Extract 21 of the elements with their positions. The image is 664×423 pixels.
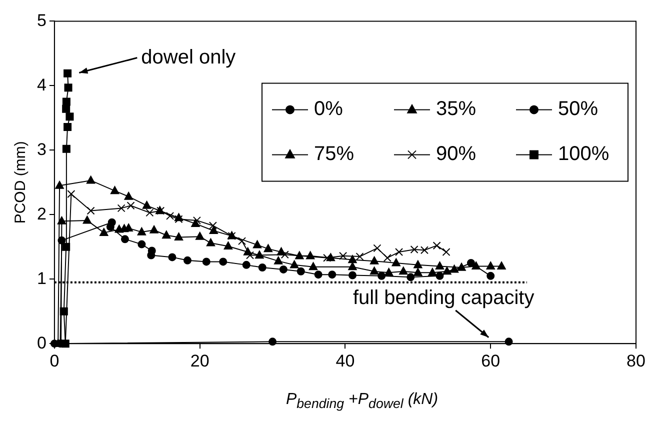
annotation: full bending capacity [353, 286, 534, 309]
x-tick-label: 20 [190, 351, 210, 370]
x-axis-title: P$_{bending}$ +P$_{dowel}$ (kN) [284, 390, 440, 411]
y-axis-title: PCOD (mm) [12, 141, 30, 224]
y-tick-label: 3 [36, 140, 46, 159]
legend-label: 35% [436, 98, 476, 120]
x-tick-label: 0 [50, 351, 60, 370]
legend-label: 75% [314, 143, 354, 166]
y-tick-label: 1 [36, 268, 46, 288]
y-tick-label: 4 [36, 75, 46, 94]
x-tick-label: 60 [481, 351, 500, 370]
y-tick-label: 5 [36, 10, 46, 30]
y-tick-label: 0 [36, 333, 46, 352]
y-tick-label: 2 [36, 204, 46, 224]
x-tick-label: 80 [626, 351, 646, 370]
legend-label: 100% [558, 143, 610, 166]
annotation: dowel only [141, 46, 236, 68]
legend-label: 50% [558, 98, 598, 120]
legend-label: 0% [314, 98, 344, 120]
legend-label: 90% [436, 143, 476, 166]
x-tick-label: 40 [336, 351, 355, 370]
